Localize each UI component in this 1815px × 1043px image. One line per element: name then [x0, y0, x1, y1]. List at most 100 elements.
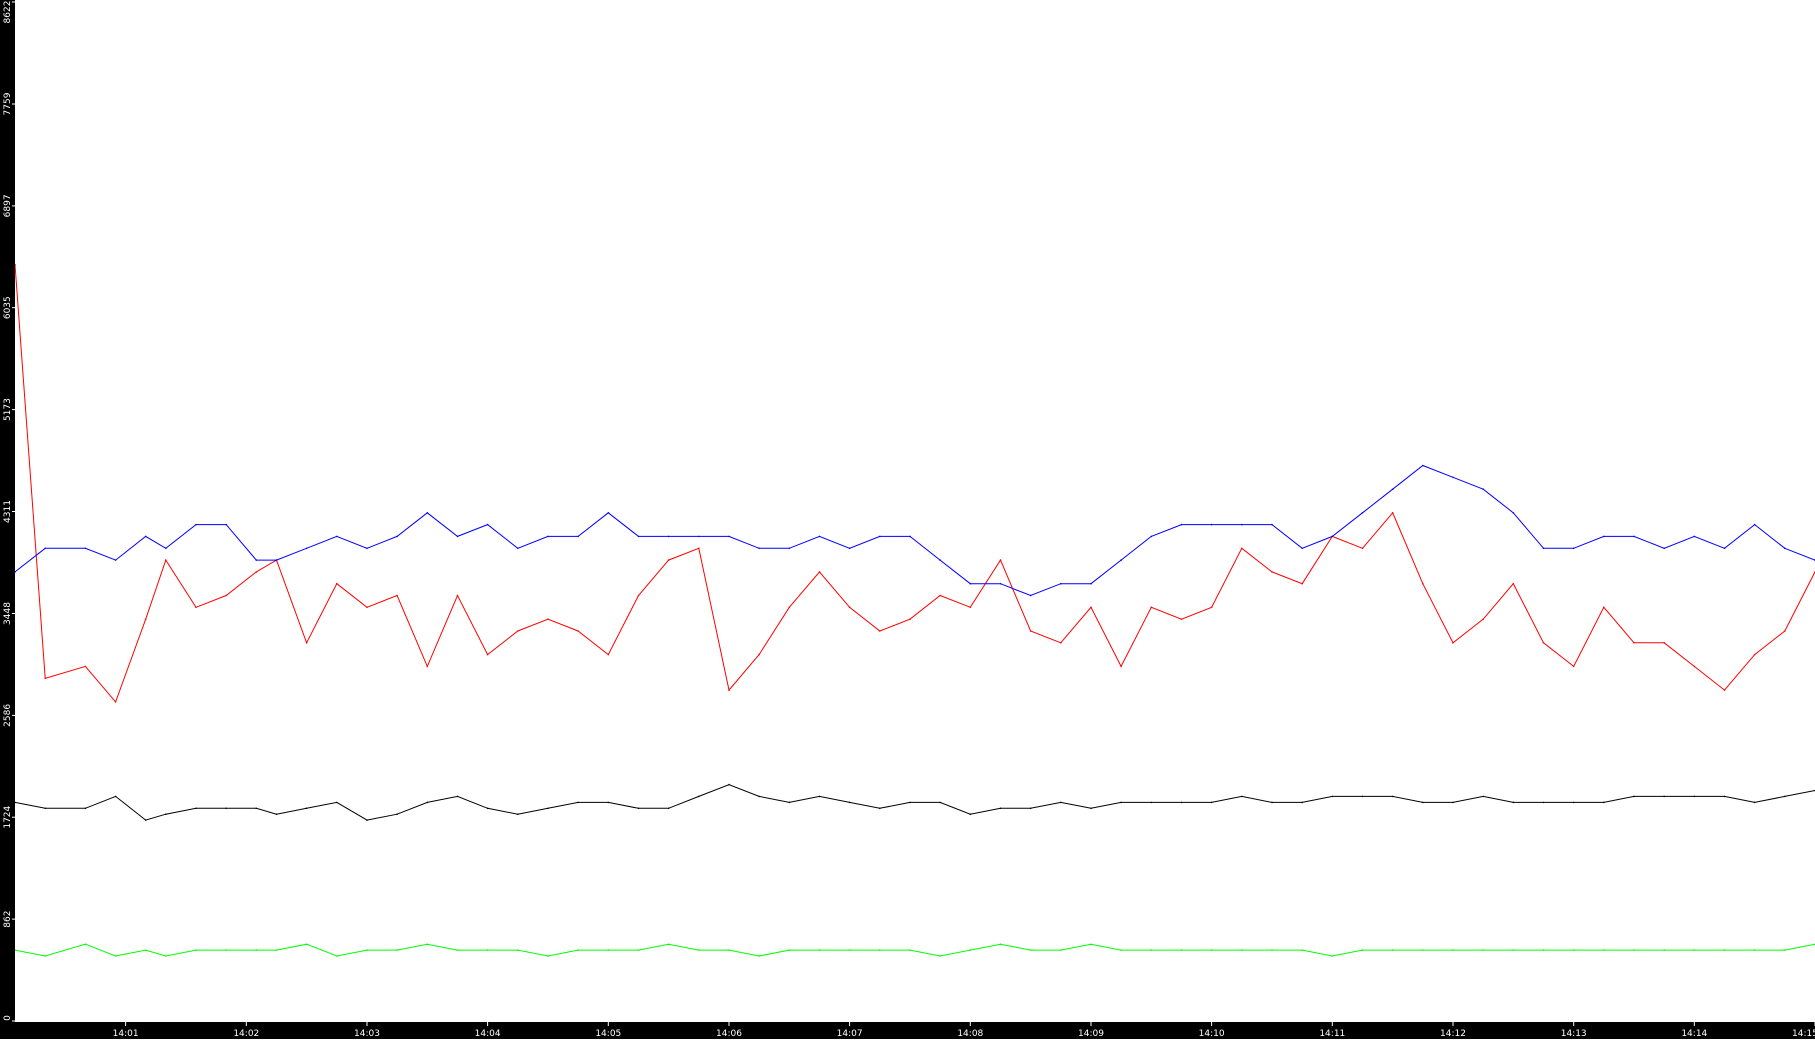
series-2-point	[1090, 582, 1092, 585]
series-4-point	[969, 949, 972, 951]
series-3-point	[969, 813, 972, 815]
series-4-point	[1512, 949, 1515, 951]
series-4-point	[114, 955, 117, 957]
series-1-point	[1542, 642, 1545, 644]
series-2-point	[818, 535, 821, 538]
y-tick-label: 862	[3, 911, 13, 928]
series-1-point	[456, 594, 459, 597]
series-4-point	[758, 955, 760, 957]
series-2-point	[1784, 547, 1786, 550]
series-1-point	[758, 653, 760, 656]
series-layer	[14, 263, 1815, 957]
series-3-point	[1210, 801, 1213, 804]
series-4-point	[939, 955, 941, 957]
x-tick-label: 14:13	[1561, 1029, 1587, 1039]
series-3-point	[1693, 795, 1696, 798]
series-1-point	[44, 677, 46, 680]
series-4-point	[1241, 949, 1243, 951]
series-4-point	[486, 949, 489, 951]
series-4-point	[1753, 949, 1756, 951]
series-4-point	[1120, 949, 1122, 951]
series-2-point	[1633, 535, 1635, 538]
series-1-point	[818, 571, 821, 573]
series-1-point	[426, 665, 429, 668]
series-3-point	[577, 801, 579, 804]
x-tick-layer: 14:01 14:02 14:03 14:04 14:05 14:06 14:07 14:08…	[113, 1022, 1815, 1039]
series-1-point	[1784, 630, 1786, 632]
series-1-point	[939, 594, 941, 597]
series-3-point	[1391, 795, 1394, 798]
series-3-point	[114, 795, 117, 798]
series-3-point	[818, 795, 821, 798]
series-2-point	[1663, 547, 1665, 550]
series-4-point	[1603, 949, 1605, 951]
x-tick-label: 14:10	[1199, 1029, 1225, 1039]
series-2-point	[456, 535, 459, 538]
series-1-point	[165, 559, 167, 561]
y-tick-label: 3448	[3, 602, 13, 625]
series-1-point	[547, 618, 549, 620]
series-2-point	[879, 535, 881, 538]
series-1-point	[366, 606, 368, 609]
series-2-point	[1029, 594, 1032, 597]
series-3-point	[1361, 795, 1364, 798]
series-3-point	[1120, 801, 1122, 804]
series-3-point	[396, 813, 398, 815]
series-1-point	[637, 594, 640, 597]
series-4-point	[366, 949, 368, 951]
y-axis-band	[0, 0, 15, 1039]
y-tick-label: 1724	[3, 805, 13, 828]
series-1-point	[144, 618, 147, 620]
series-3-point	[1060, 801, 1062, 804]
series-4-point	[1180, 949, 1183, 951]
series-2-point	[848, 547, 851, 550]
series-4-point	[1572, 949, 1575, 951]
series-1-point	[577, 630, 579, 632]
series-3-point	[1150, 801, 1153, 804]
y-tick-label: 6897	[3, 194, 13, 217]
series-4-point	[547, 955, 549, 957]
series-4-point	[637, 949, 640, 951]
series-3-point	[1271, 801, 1273, 804]
x-axis-band	[0, 1022, 1815, 1039]
x-tick-label: 14:08	[957, 1029, 983, 1039]
series-4-point	[1090, 943, 1092, 945]
series-1-point	[969, 606, 972, 609]
series-1-point	[517, 630, 519, 632]
series-2-point	[255, 559, 258, 561]
series-4-point	[225, 949, 227, 951]
series-2-point	[1452, 476, 1454, 479]
y-tick-label: 7759	[3, 92, 13, 115]
series-2-point	[1271, 523, 1273, 526]
series-3-point	[1572, 801, 1575, 804]
series-2-point	[336, 535, 338, 538]
series-4-point	[1391, 949, 1394, 951]
series-3-point	[486, 807, 489, 810]
series-1-point	[1029, 630, 1032, 632]
series-3-point	[547, 807, 549, 810]
series-4-point	[577, 949, 579, 951]
series-1-point	[1150, 606, 1153, 609]
series-2-point	[366, 547, 368, 550]
series-3-point	[637, 807, 640, 810]
series-2-point	[486, 523, 489, 526]
series-2-point	[1482, 488, 1484, 491]
series-4-point	[456, 949, 459, 951]
series-2-point	[1512, 512, 1515, 514]
series-1-point	[1090, 606, 1092, 609]
series-4-point	[1150, 949, 1153, 951]
series-1-point	[1422, 582, 1424, 585]
series-3-point	[426, 801, 429, 804]
series-4-point	[818, 949, 821, 951]
y-tick-label: 5173	[3, 398, 13, 421]
series-3-point	[667, 807, 670, 810]
series-3-point	[848, 801, 851, 804]
series-1-point	[1271, 571, 1273, 573]
series-4-point	[1542, 949, 1545, 951]
x-tick-label: 14:15	[1792, 1029, 1815, 1039]
series-4-point	[84, 943, 87, 945]
series-4-point	[255, 949, 258, 951]
